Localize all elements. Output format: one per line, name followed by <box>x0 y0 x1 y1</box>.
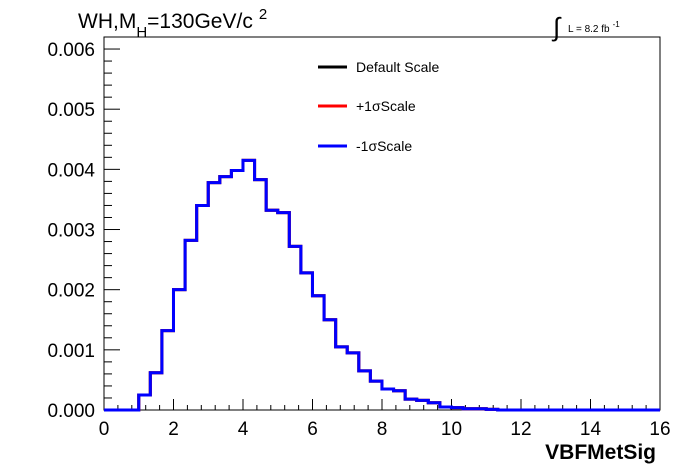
luminosity-superscript: -1 <box>613 20 621 29</box>
x-axis-label: VBFMetSig <box>545 441 656 464</box>
x-tick-label: 4 <box>238 419 249 440</box>
legend: Default Scale +1σScale -1σScale <box>318 59 439 154</box>
title-main: WH,M <box>78 10 136 33</box>
y-tick-label: 0.002 <box>47 281 95 302</box>
title-rest: =130GeV/c <box>147 10 253 33</box>
axes: 0 2 4 6 8 10 12 14 16 0.000 0.001 0.002 0.003 0.004 0.… <box>47 36 671 440</box>
x-tick-label: 10 <box>441 419 462 440</box>
title-superscript: 2 <box>259 6 267 23</box>
y-tick-label: 0.004 <box>47 160 95 181</box>
luminosity-text: L = 8.2 fb <box>568 24 610 35</box>
legend-entry-2: -1σScale <box>356 138 412 154</box>
chart-title: WH,MH=130GeV/c 2 <box>78 6 267 41</box>
title-subscript: H <box>136 24 147 41</box>
series-line-1 <box>104 158 660 412</box>
x-tick-label: 0 <box>99 419 110 440</box>
x-tick-label: 6 <box>307 419 318 440</box>
y-tick-label: 0.006 <box>47 40 95 61</box>
x-tick-label: 2 <box>168 419 179 440</box>
series-layer <box>104 158 660 412</box>
luminosity-label: L = 8.2 fb -1 <box>568 20 620 35</box>
legend-entry-1: +1σScale <box>356 98 416 114</box>
y-tick-label: 0.005 <box>47 100 95 121</box>
y-tick-label: 0.000 <box>47 401 95 422</box>
plot-frame <box>103 36 661 411</box>
x-tick-label: 16 <box>649 419 670 440</box>
series-line-2 <box>104 158 660 412</box>
x-tick-label: 12 <box>510 419 531 440</box>
x-tick-label: 8 <box>377 419 388 440</box>
luminosity-integral-symbol: ∫ <box>551 12 562 42</box>
y-tick-label: 0.003 <box>47 221 95 242</box>
y-tick-label: 0.001 <box>47 341 95 362</box>
legend-entry-0: Default Scale <box>356 59 439 75</box>
x-tick-label: 14 <box>580 419 602 440</box>
series-line-0 <box>104 158 660 412</box>
